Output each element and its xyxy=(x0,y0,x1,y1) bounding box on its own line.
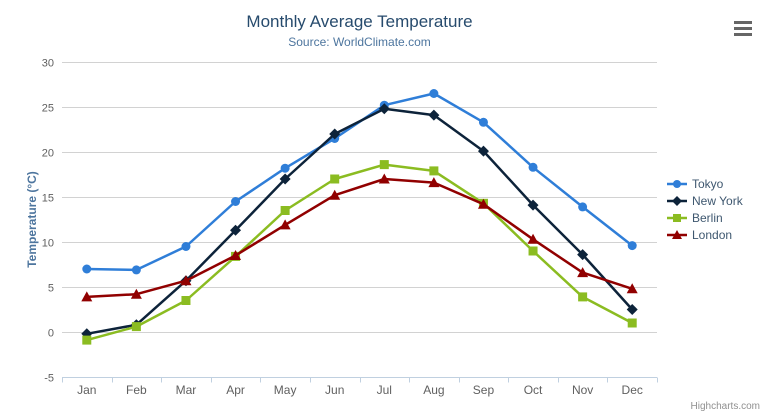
series-marker-london[interactable] xyxy=(428,177,440,188)
legend-label: London xyxy=(692,228,733,242)
hamburger-menu-icon[interactable] xyxy=(734,21,752,36)
legend: Tokyo New York Berlin London xyxy=(667,176,743,243)
credits-link[interactable]: Highcharts.com xyxy=(690,401,760,412)
series-line-tokyo xyxy=(85,92,634,272)
series-marker-london[interactable] xyxy=(81,291,93,302)
series-marker-new-york[interactable] xyxy=(279,173,291,185)
legend-item-berlin[interactable]: Berlin xyxy=(667,210,743,226)
series-line-new-york xyxy=(85,107,634,336)
legend-label: Berlin xyxy=(692,211,723,225)
x-tick-label: Jan xyxy=(77,383,96,397)
series-marker-berlin[interactable] xyxy=(280,206,290,215)
series-marker-new-york[interactable] xyxy=(626,304,638,315)
series-marker-new-york[interactable] xyxy=(230,224,242,236)
y-axis-title: Temperature (°C) xyxy=(25,171,39,268)
y-tick-label: 10 xyxy=(42,238,54,250)
series-marker-berlin[interactable] xyxy=(627,318,637,328)
x-tick-label: Mar xyxy=(176,383,197,397)
hamburger-bar xyxy=(734,27,752,30)
series-marker-berlin[interactable] xyxy=(379,160,389,170)
y-tick-label: 30 xyxy=(42,58,54,70)
x-tick-label: Aug xyxy=(423,383,444,397)
legend-label: Tokyo xyxy=(692,177,724,191)
series-marker-tokyo[interactable] xyxy=(478,117,488,127)
square-legend-icon xyxy=(667,214,687,222)
x-tick-label: Jun xyxy=(325,383,344,397)
series-marker-london[interactable] xyxy=(477,198,489,209)
x-tick-label: Sep xyxy=(473,383,495,397)
series-marker-new-york[interactable] xyxy=(527,199,539,211)
y-tick-label: 25 xyxy=(42,103,54,115)
series-marker-berlin[interactable] xyxy=(181,296,191,305)
series-marker-new-york[interactable] xyxy=(477,145,489,157)
series-marker-new-york[interactable] xyxy=(428,109,440,121)
x-tick-label: Oct xyxy=(524,383,543,397)
series-marker-berlin[interactable] xyxy=(330,174,340,184)
series-marker-tokyo[interactable] xyxy=(528,162,538,172)
series-marker-tokyo[interactable] xyxy=(627,241,637,251)
x-tick-label: May xyxy=(274,383,297,397)
legend-item-new-york[interactable]: New York xyxy=(667,193,743,209)
series-marker-new-york[interactable] xyxy=(378,103,390,115)
x-tick-label: Apr xyxy=(226,383,245,397)
legend-item-tokyo[interactable]: Tokyo xyxy=(667,176,743,192)
series-marker-london[interactable] xyxy=(378,173,390,184)
series-marker-berlin[interactable] xyxy=(82,335,92,345)
hamburger-bar xyxy=(734,21,752,24)
chart-subtitle: Source: WorldClimate.com xyxy=(288,35,431,49)
y-tick-label: 0 xyxy=(48,328,54,340)
series-marker-london[interactable] xyxy=(230,250,242,260)
circle-legend-icon xyxy=(667,180,687,188)
series-marker-tokyo[interactable] xyxy=(131,265,141,275)
hamburger-bar xyxy=(734,33,752,36)
y-tick-label: -5 xyxy=(44,373,54,385)
x-tick-label: Nov xyxy=(572,383,593,397)
x-tick-label: Dec xyxy=(622,383,643,397)
series-marker-berlin[interactable] xyxy=(528,246,538,256)
y-tick-label: 5 xyxy=(48,283,54,295)
series-marker-london[interactable] xyxy=(279,219,291,230)
series-line-berlin xyxy=(85,163,634,342)
y-tick-label: 15 xyxy=(42,193,54,205)
series-marker-tokyo[interactable] xyxy=(181,242,191,251)
triangle-legend-icon xyxy=(667,230,687,239)
series-line-london xyxy=(85,177,634,299)
series-marker-new-york[interactable] xyxy=(577,249,589,261)
series-marker-london[interactable] xyxy=(180,275,192,286)
legend-label: New York xyxy=(692,194,743,208)
y-tick-label: 20 xyxy=(42,148,54,160)
series-marker-berlin[interactable] xyxy=(429,166,439,176)
diamond-legend-icon xyxy=(667,196,687,206)
series-marker-london[interactable] xyxy=(577,267,589,278)
series-marker-london[interactable] xyxy=(527,233,539,244)
series-marker-london[interactable] xyxy=(329,189,341,200)
series-marker-tokyo[interactable] xyxy=(578,202,588,212)
series-marker-tokyo[interactable] xyxy=(231,197,241,206)
x-tick-label: Feb xyxy=(126,383,147,397)
series-marker-tokyo[interactable] xyxy=(429,89,439,98)
series-marker-berlin[interactable] xyxy=(578,292,588,302)
series-marker-london[interactable] xyxy=(130,288,142,299)
series-marker-berlin[interactable] xyxy=(131,322,141,332)
legend-item-london[interactable]: London xyxy=(667,227,743,243)
series-marker-tokyo[interactable] xyxy=(280,163,290,173)
chart-title: Monthly Average Temperature xyxy=(246,12,473,31)
series-marker-london[interactable] xyxy=(626,283,638,294)
series-marker-tokyo[interactable] xyxy=(82,264,92,274)
series-marker-new-york[interactable] xyxy=(329,128,341,140)
x-tick-label: Jul xyxy=(377,383,392,397)
